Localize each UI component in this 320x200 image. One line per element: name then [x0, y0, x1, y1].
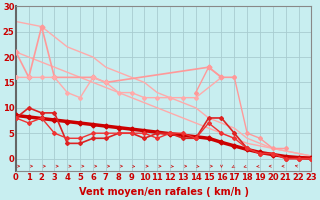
X-axis label: Vent moyen/en rafales ( km/h ): Vent moyen/en rafales ( km/h ) [79, 187, 249, 197]
